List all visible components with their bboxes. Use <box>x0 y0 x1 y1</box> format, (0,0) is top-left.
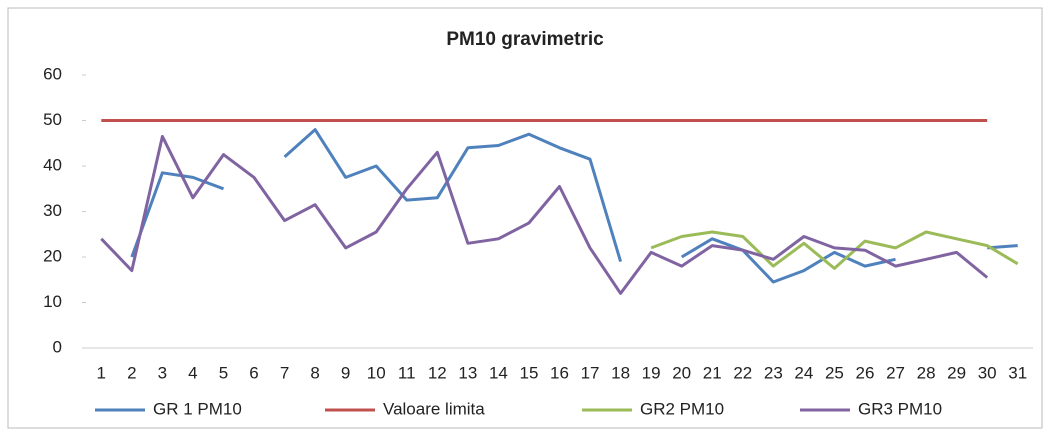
series-line <box>650 230 1019 270</box>
x-tick-label: 25 <box>825 363 844 382</box>
x-tick-label: 27 <box>886 363 905 382</box>
x-tick-label: 8 <box>310 363 319 382</box>
legend-label: GR3 PM10 <box>858 399 942 418</box>
x-tick-label: 4 <box>188 363 197 382</box>
series-line <box>130 128 1018 284</box>
x-tick-label: 26 <box>856 363 875 382</box>
x-tick-label: 12 <box>428 363 447 382</box>
x-tick-label: 10 <box>367 363 386 382</box>
y-tick-label: 20 <box>43 246 62 265</box>
x-tick-label: 9 <box>341 363 350 382</box>
x-tick-label: 13 <box>458 363 477 382</box>
y-tick-label: 0 <box>53 337 62 356</box>
x-tick-label: 7 <box>280 363 289 382</box>
y-tick-label: 50 <box>43 110 62 129</box>
x-tick-label: 17 <box>581 363 600 382</box>
x-tick-label: 19 <box>642 363 661 382</box>
legend-label: GR 1 PM10 <box>153 399 242 418</box>
x-tick-label: 30 <box>978 363 997 382</box>
x-tick-label: 11 <box>398 363 416 382</box>
x-tick-label: 5 <box>219 363 228 382</box>
x-tick-label: 29 <box>947 363 966 382</box>
y-tick-label: 30 <box>43 201 62 220</box>
series-line <box>100 134 989 295</box>
x-tick-label: 15 <box>519 363 538 382</box>
x-tick-label: 21 <box>703 363 722 382</box>
x-tick-label: 3 <box>158 363 167 382</box>
x-tick-label: 23 <box>764 363 783 382</box>
x-tick-label: 2 <box>127 363 136 382</box>
chart-title: PM10 gravimetric <box>446 29 604 50</box>
chart-frame <box>7 7 1043 429</box>
x-tick-label: 16 <box>550 363 569 382</box>
legend-label: GR2 PM10 <box>640 399 724 418</box>
x-tick-label: 28 <box>917 363 936 382</box>
legend-label: Valoare limita <box>383 399 485 418</box>
y-tick-label: 10 <box>43 292 62 311</box>
x-tick-label: 14 <box>489 363 508 382</box>
x-tick-label: 20 <box>672 363 691 382</box>
x-tick-label: 1 <box>97 363 106 382</box>
y-tick-label: 40 <box>43 155 62 174</box>
y-tick-label: 60 <box>43 64 62 83</box>
x-tick-label: 24 <box>794 363 813 382</box>
x-tick-label: 31 <box>1008 363 1027 382</box>
x-tick-label: 6 <box>249 363 258 382</box>
x-tick-label: 22 <box>733 363 752 382</box>
x-tick-label: 18 <box>611 363 630 382</box>
